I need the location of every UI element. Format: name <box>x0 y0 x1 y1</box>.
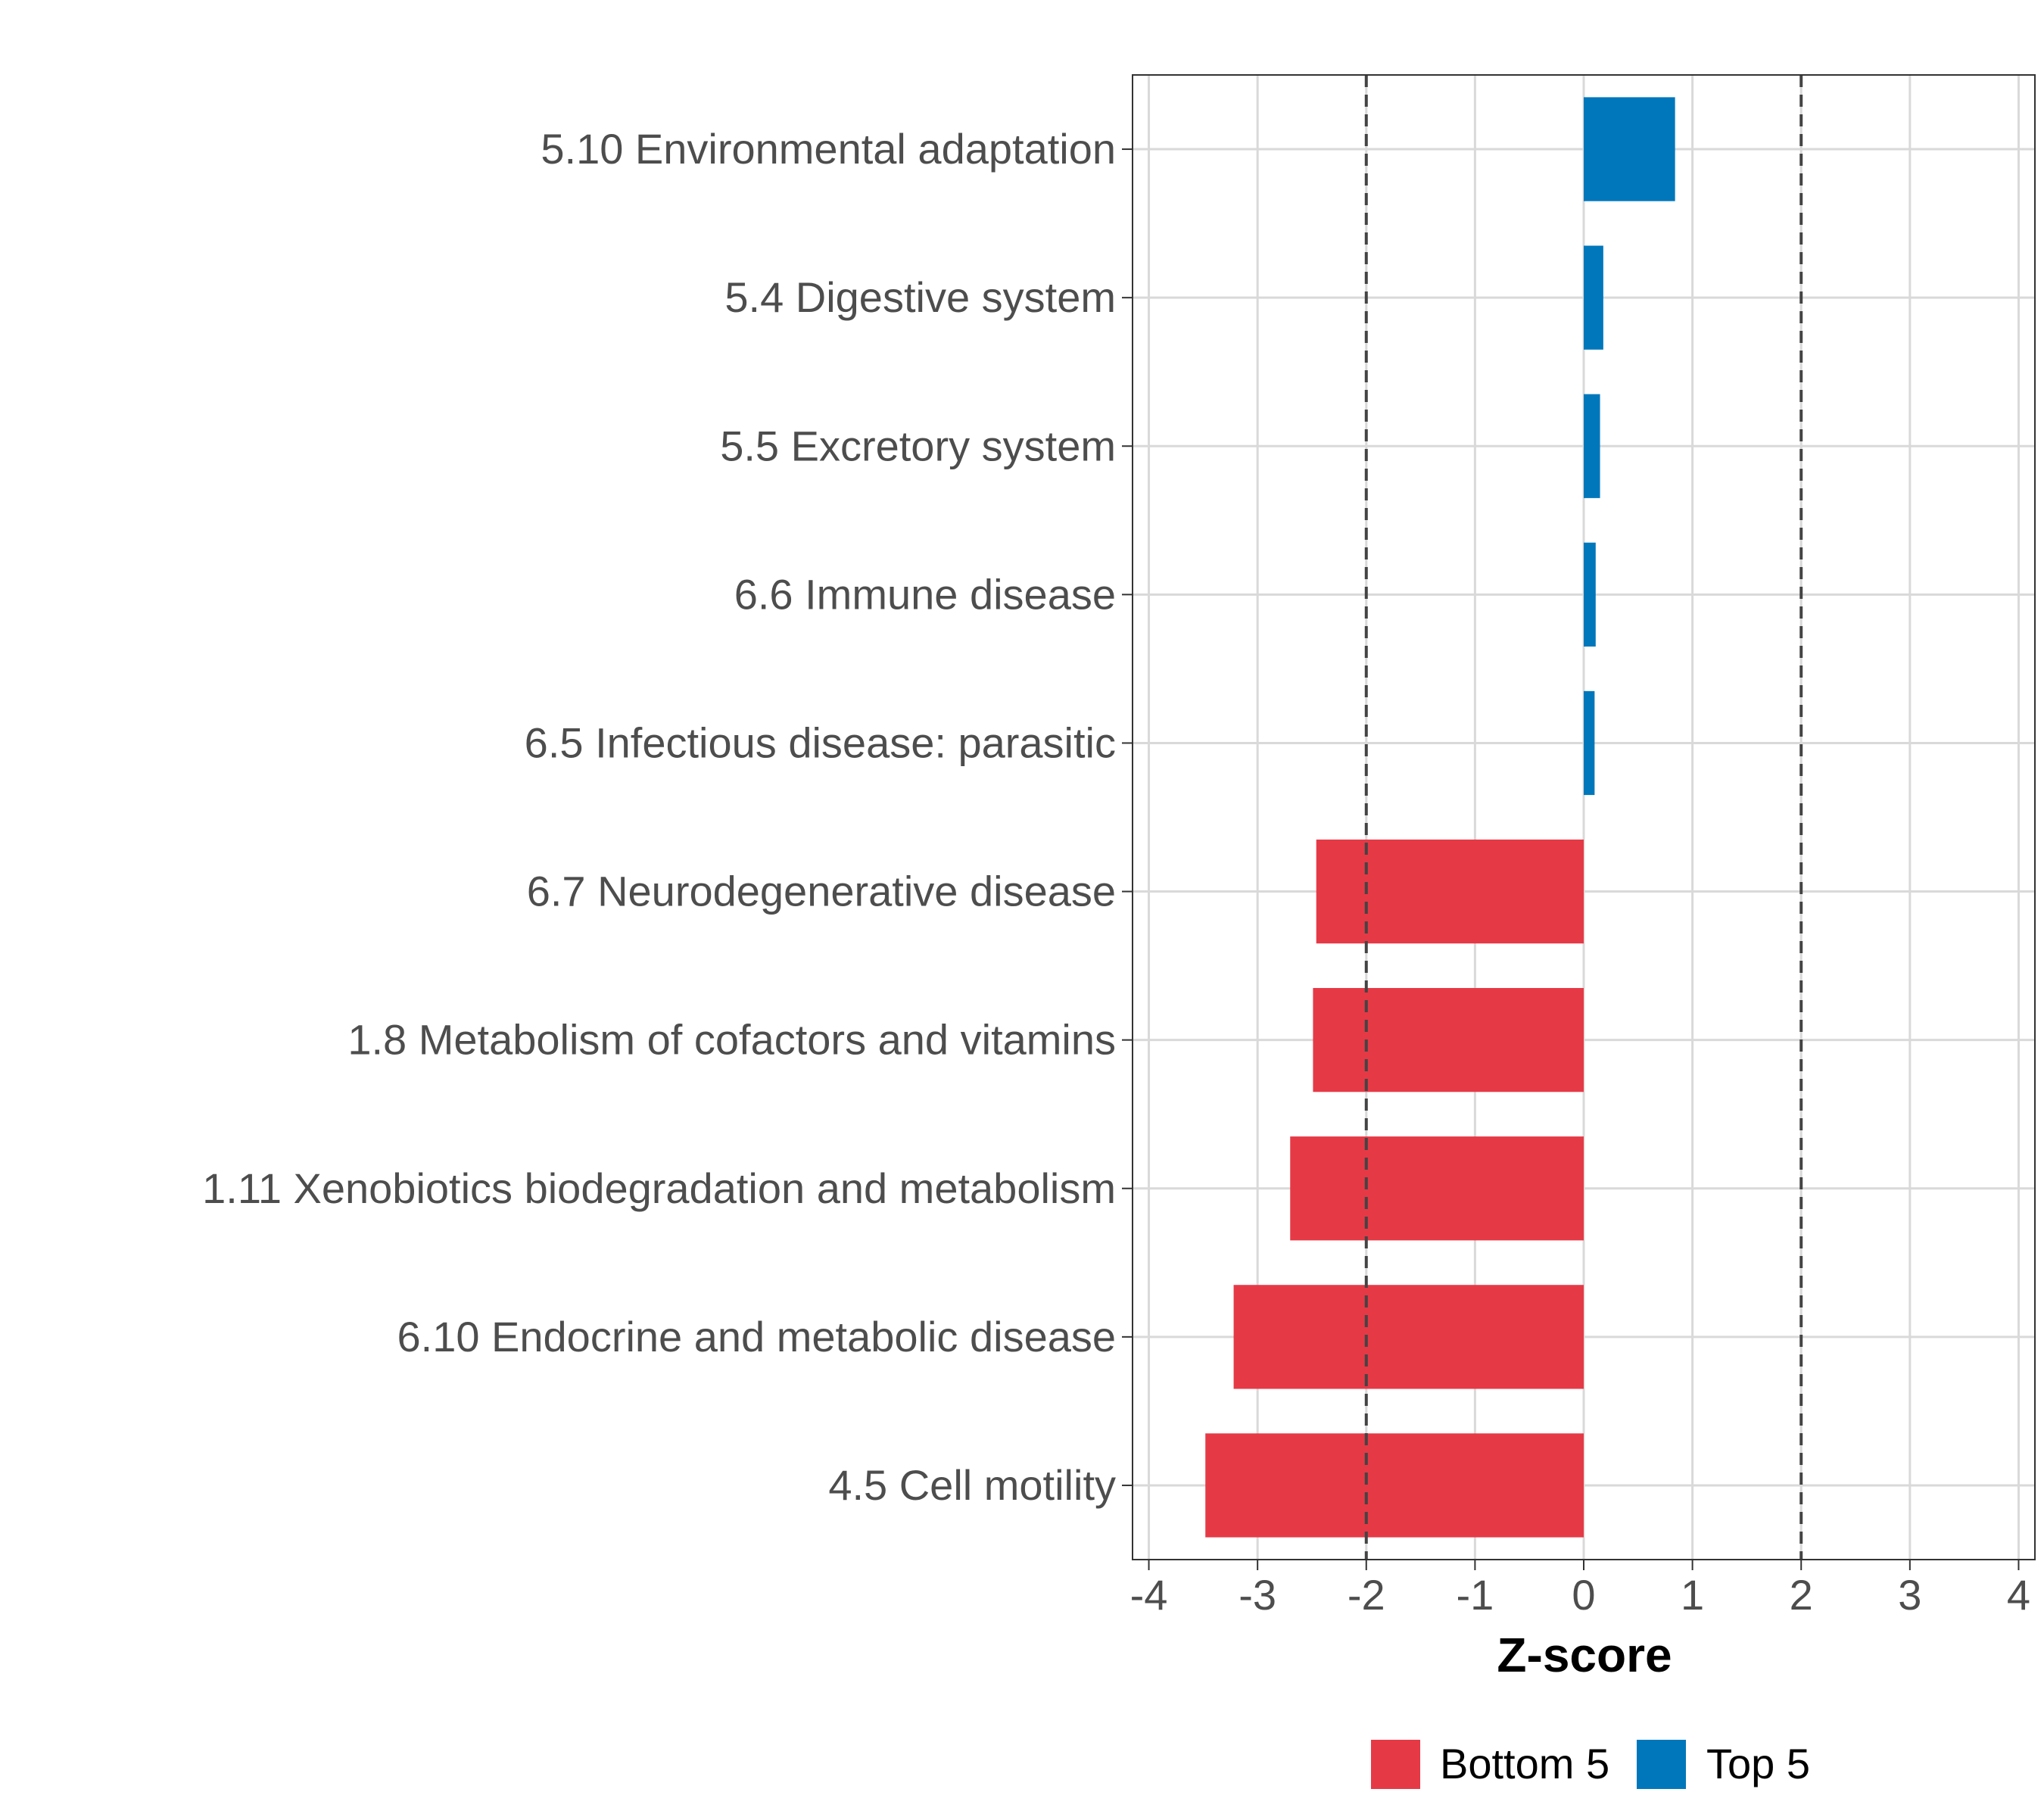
bars <box>1205 97 1675 1538</box>
x-tick-label: -3 <box>1239 1571 1276 1619</box>
bar <box>1290 1136 1584 1241</box>
x-tick-label: 0 <box>1572 1571 1595 1619</box>
bar <box>1205 1433 1584 1538</box>
y-tick-label: 1.11 Xenobiotics biodegradation and meta… <box>202 1164 1116 1212</box>
reference-lines <box>1364 75 1803 1560</box>
y-tick-label: 6.7 Neurodegenerative disease <box>527 868 1116 915</box>
x-tick-label: 4 <box>2007 1571 2030 1619</box>
bar <box>1584 97 1675 201</box>
legend-label: Top 5 <box>1706 1740 1810 1787</box>
y-tick-label: 5.10 Environmental adaptation <box>541 125 1116 173</box>
bar <box>1233 1285 1584 1389</box>
bar <box>1584 394 1600 498</box>
y-axis-labels: 5.10 Environmental adaptation 5.4 Digesti… <box>202 125 1133 1509</box>
x-tick-label: 3 <box>1898 1571 1921 1619</box>
legend-label: Bottom 5 <box>1440 1740 1609 1787</box>
x-tick-label: -4 <box>1130 1571 1168 1619</box>
y-tick-label: 5.5 Excretory system <box>720 422 1116 469</box>
bar <box>1584 542 1596 647</box>
x-tick-label: 1 <box>1681 1571 1704 1619</box>
legend-swatch <box>1637 1740 1686 1789</box>
y-tick-label: 1.8 Metabolism of cofactors and vitamins <box>347 1016 1116 1064</box>
x-axis-title: Z-score <box>1497 1628 1672 1682</box>
bar <box>1313 988 1584 1092</box>
x-tick-label: -1 <box>1456 1571 1494 1619</box>
y-tick-label: 6.5 Infectious disease: parasitic <box>525 718 1116 766</box>
y-tick-label: 4.5 Cell motility <box>828 1461 1116 1509</box>
legend-swatch <box>1371 1740 1420 1789</box>
bar <box>1584 690 1595 796</box>
bar <box>1316 839 1584 944</box>
y-tick-label: 6.6 Immune disease <box>734 570 1116 618</box>
y-tick-label: 6.10 Endocrine and metabolic disease <box>397 1313 1116 1360</box>
x-axis-labels: -4 -3 -2 -1 0 1 2 3 4 <box>1130 1560 2030 1619</box>
y-tick-label: 5.4 Digestive system <box>724 273 1116 321</box>
legend: Bottom 5 Top 5 <box>1371 1740 1810 1789</box>
bar <box>1584 245 1603 350</box>
x-tick-label: -2 <box>1348 1571 1385 1619</box>
x-tick-label: 2 <box>1790 1571 1813 1619</box>
